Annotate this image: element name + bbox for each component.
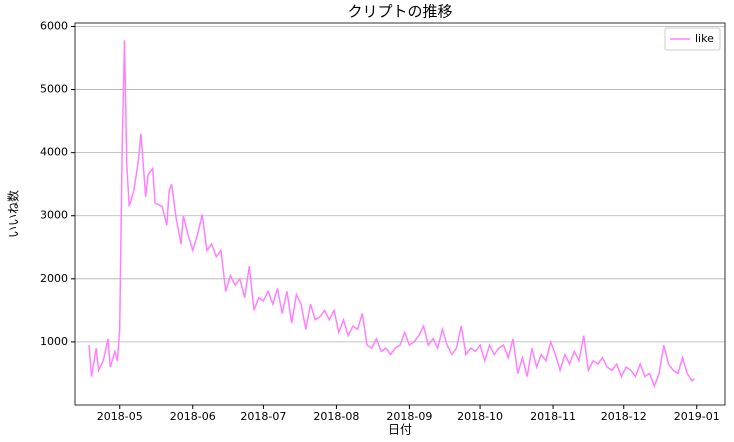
legend-box (664, 27, 721, 51)
x-axis-label: 日付 (388, 423, 412, 437)
x-tick-label: 2019-01 (674, 410, 720, 423)
y-tick-label: 1000 (40, 335, 68, 348)
y-tick-label: 4000 (40, 146, 68, 159)
legend: like (664, 27, 721, 51)
x-tick-label: 2018-06 (170, 410, 216, 423)
y-tick-label: 2000 (40, 272, 68, 285)
x-tick-label: 2018-12 (601, 410, 647, 423)
legend-label: like (695, 32, 714, 45)
plot-frame (74, 22, 726, 406)
x-tick-label: 2018-05 (97, 410, 143, 423)
x-tick-label: 2018-09 (386, 410, 432, 423)
chart-title: クリプトの推移 (347, 3, 452, 21)
y-tick-label: 5000 (40, 83, 68, 96)
y-tick-label: 3000 (40, 209, 68, 222)
line-series (88, 40, 695, 389)
y-axis-label: いいね数 (6, 190, 21, 238)
x-tick-label: 2018-08 (313, 410, 359, 423)
x-tick-label: 2018-11 (530, 410, 576, 423)
x-tick-label: 2018-10 (457, 410, 503, 423)
y-tick-label: 6000 (40, 19, 68, 32)
x-tick-label: 2018-07 (240, 410, 286, 423)
